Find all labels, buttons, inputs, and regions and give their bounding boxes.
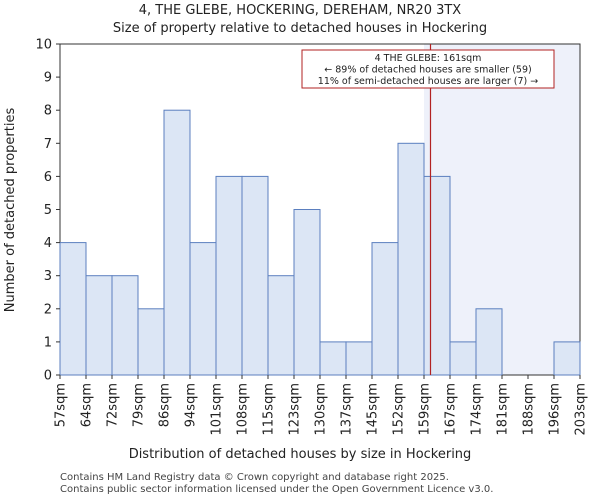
x-axis: 57sqm 64sqm 72sqm 79sqm 86sqm 94sqm 101sqm 108s… bbox=[54, 375, 589, 436]
bar bbox=[189, 242, 217, 376]
bar bbox=[111, 275, 139, 376]
x-tick-label: 159sqm bbox=[418, 383, 433, 436]
bar bbox=[423, 175, 451, 376]
annotation-line: ← 89% of detached houses are smaller (59… bbox=[324, 65, 531, 76]
bar bbox=[241, 175, 269, 376]
x-axis-label: Distribution of detached houses by size … bbox=[129, 447, 472, 462]
x-tick-label: 196sqm bbox=[548, 383, 563, 436]
x-tick-label: 64sqm bbox=[80, 383, 95, 427]
bar bbox=[397, 142, 425, 376]
y-axis-label: Number of detached properties bbox=[3, 108, 18, 313]
bar bbox=[163, 109, 191, 376]
x-tick-label: 137sqm bbox=[340, 383, 355, 436]
x-tick-label: 79sqm bbox=[132, 383, 147, 427]
bar bbox=[319, 341, 347, 376]
y-tick-label: 2 bbox=[44, 302, 52, 317]
y-tick-label: 9 bbox=[44, 71, 52, 86]
x-tick-label: 72sqm bbox=[106, 383, 121, 427]
bars bbox=[59, 109, 581, 376]
x-tick-label: 188sqm bbox=[522, 383, 537, 436]
annotation-box bbox=[301, 49, 555, 89]
y-tick-label: 5 bbox=[44, 203, 52, 218]
footer-line-2: Contains public sector information licen… bbox=[60, 484, 494, 495]
annotation-line: 11% of semi-detached houses are larger (… bbox=[318, 76, 538, 87]
y-tick-label: 6 bbox=[44, 170, 52, 185]
bar bbox=[475, 308, 503, 376]
bar bbox=[371, 242, 399, 376]
x-tick-label: 108sqm bbox=[236, 383, 251, 436]
y-tick-label: 4 bbox=[44, 236, 52, 251]
y-tick-label: 10 bbox=[35, 38, 52, 53]
y-tick-label: 1 bbox=[44, 335, 52, 350]
bar bbox=[215, 175, 243, 376]
bar bbox=[267, 275, 295, 376]
chart-title: 4, THE GLEBE, HOCKERING, DEREHAM, NR20 3… bbox=[139, 3, 462, 18]
x-tick-label: 57sqm bbox=[54, 383, 69, 427]
bar bbox=[449, 341, 477, 376]
property-marker: 4 THE GLEBE: 161sqm← 89% of detached hou… bbox=[301, 44, 555, 375]
y-tick-label: 3 bbox=[44, 269, 52, 284]
bar bbox=[553, 341, 581, 376]
x-tick-label: 167sqm bbox=[444, 383, 459, 436]
bar bbox=[85, 275, 113, 376]
x-tick-label: 94sqm bbox=[184, 383, 199, 427]
x-tick-label: 152sqm bbox=[392, 383, 407, 436]
x-tick-label: 101sqm bbox=[210, 383, 225, 436]
x-tick-label: 203sqm bbox=[574, 383, 589, 436]
y-tick-label: 8 bbox=[44, 104, 52, 119]
footer-line-1: Contains HM Land Registry data © Crown c… bbox=[60, 472, 449, 483]
x-tick-label: 115sqm bbox=[262, 383, 277, 436]
annotation-line: 4 THE GLEBE: 161sqm bbox=[375, 53, 482, 64]
bar bbox=[345, 341, 373, 376]
x-tick-label: 123sqm bbox=[288, 383, 303, 436]
y-tick-label: 0 bbox=[44, 369, 52, 384]
x-tick-label: 181sqm bbox=[496, 383, 511, 436]
x-tick-label: 174sqm bbox=[470, 383, 485, 436]
y-tick-label: 7 bbox=[44, 137, 52, 152]
bar bbox=[137, 308, 165, 376]
bar bbox=[293, 209, 321, 376]
bar bbox=[59, 242, 87, 376]
x-tick-label: 145sqm bbox=[366, 383, 381, 436]
chart-subtitle: Size of property relative to detached ho… bbox=[113, 21, 487, 36]
x-tick-label: 86sqm bbox=[158, 383, 173, 427]
x-tick-label: 130sqm bbox=[314, 383, 329, 436]
y-axis: 0 1 2 3 4 5 6 7 8 9 10 bbox=[35, 38, 60, 384]
